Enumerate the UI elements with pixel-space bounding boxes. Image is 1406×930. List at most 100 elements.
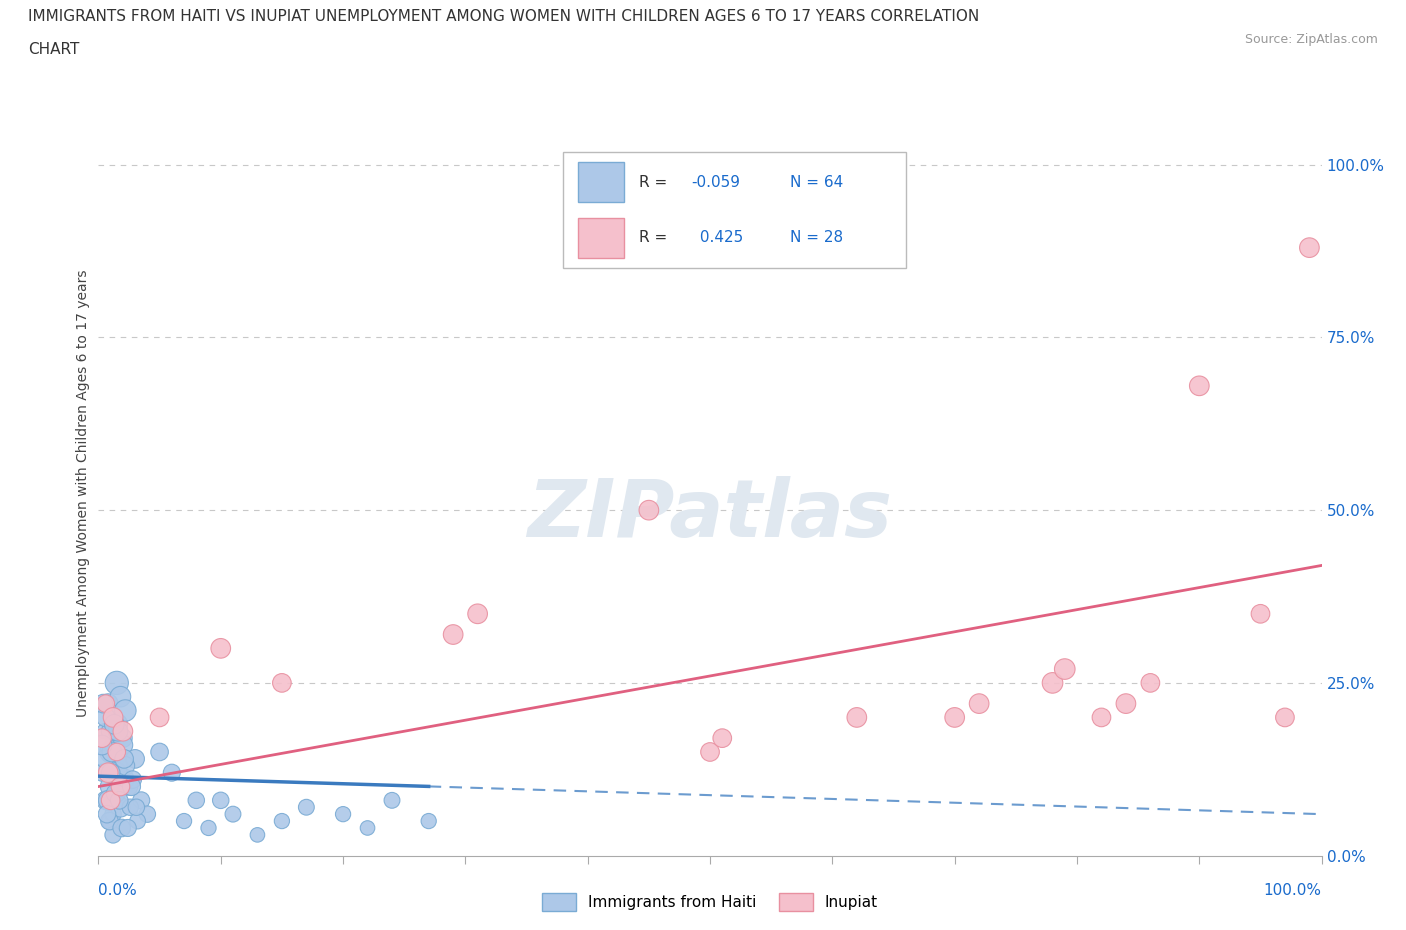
Point <box>118 779 141 794</box>
Point <box>418 814 440 829</box>
Point <box>246 828 269 843</box>
Point <box>943 710 966 724</box>
Point <box>186 793 208 808</box>
Point <box>467 606 489 621</box>
Y-axis label: Unemployment Among Women with Children Ages 6 to 17 years: Unemployment Among Women with Children A… <box>76 269 90 717</box>
Point <box>105 745 128 760</box>
Point <box>160 765 183 780</box>
Bar <box>578 218 624 258</box>
Point <box>111 731 134 746</box>
Point <box>100 779 122 794</box>
Point <box>197 820 219 835</box>
Point <box>114 758 136 773</box>
Point <box>94 793 117 808</box>
Point <box>93 724 115 738</box>
Text: ZIPatlas: ZIPatlas <box>527 475 893 553</box>
Point <box>1274 710 1296 724</box>
Legend: Immigrants from Haiti, Inupiat: Immigrants from Haiti, Inupiat <box>536 887 884 917</box>
Point <box>101 710 124 724</box>
Point <box>107 724 129 738</box>
Point <box>1139 675 1161 690</box>
Point <box>100 814 122 829</box>
Point <box>97 697 120 711</box>
Point <box>101 710 124 724</box>
Point <box>222 806 245 821</box>
Point <box>125 800 148 815</box>
Point <box>845 710 868 724</box>
Point <box>100 793 122 808</box>
Point <box>97 765 120 780</box>
Point <box>97 793 120 808</box>
Point <box>105 717 128 732</box>
Point <box>111 737 134 752</box>
Point <box>111 772 134 787</box>
Point <box>699 745 721 760</box>
Point <box>96 806 118 821</box>
Text: R =: R = <box>640 175 672 190</box>
Text: 100.0%: 100.0% <box>1264 884 1322 898</box>
Point <box>94 710 117 724</box>
Point <box>91 765 114 780</box>
Point <box>107 758 129 773</box>
Point <box>1115 697 1137 711</box>
Point <box>121 772 143 787</box>
Point <box>111 820 134 835</box>
Point <box>101 828 124 843</box>
Text: CHART: CHART <box>28 42 80 57</box>
Point <box>93 751 115 766</box>
Point <box>101 806 124 821</box>
Text: IMMIGRANTS FROM HAITI VS INUPIAT UNEMPLOYMENT AMONG WOMEN WITH CHILDREN AGES 6 T: IMMIGRANTS FROM HAITI VS INUPIAT UNEMPLO… <box>28 9 980 24</box>
Point <box>91 697 114 711</box>
Text: -0.059: -0.059 <box>692 175 741 190</box>
Point <box>112 751 135 766</box>
Point <box>101 745 124 760</box>
Point <box>103 737 125 752</box>
Point <box>129 793 152 808</box>
Point <box>381 793 404 808</box>
Point <box>100 765 122 780</box>
Point <box>127 814 149 829</box>
Point <box>1090 710 1112 724</box>
Point <box>332 806 354 821</box>
Point <box>94 697 117 711</box>
Point <box>1053 661 1076 676</box>
Point <box>149 710 172 724</box>
Point <box>111 820 134 835</box>
Point <box>270 814 294 829</box>
Point <box>136 806 159 821</box>
Point <box>111 724 134 738</box>
Bar <box>578 163 624 203</box>
Point <box>1298 240 1320 255</box>
Point <box>1188 379 1211 393</box>
Point <box>441 627 464 642</box>
Point <box>1042 675 1064 690</box>
Text: Source: ZipAtlas.com: Source: ZipAtlas.com <box>1244 33 1378 46</box>
Point <box>100 724 122 738</box>
Point <box>120 800 142 815</box>
Point <box>103 717 125 732</box>
Point <box>91 731 114 746</box>
FancyBboxPatch shape <box>564 152 905 268</box>
Point <box>114 703 136 718</box>
Point <box>209 641 232 656</box>
Point <box>711 731 734 746</box>
Point <box>149 745 172 760</box>
Text: 0.0%: 0.0% <box>98 884 138 898</box>
Point <box>295 800 318 815</box>
Point <box>209 793 232 808</box>
Point <box>91 737 114 752</box>
Point <box>173 814 195 829</box>
Point <box>100 745 122 760</box>
Point <box>124 751 146 766</box>
Point <box>110 800 132 815</box>
Point <box>108 793 131 808</box>
Point <box>967 697 990 711</box>
Text: 0.425: 0.425 <box>696 230 744 246</box>
Text: R =: R = <box>640 230 672 246</box>
Point <box>105 675 128 690</box>
Point <box>637 503 661 518</box>
Point <box>117 820 139 835</box>
Point <box>270 675 294 690</box>
Point <box>1249 606 1271 621</box>
Point <box>120 779 142 794</box>
